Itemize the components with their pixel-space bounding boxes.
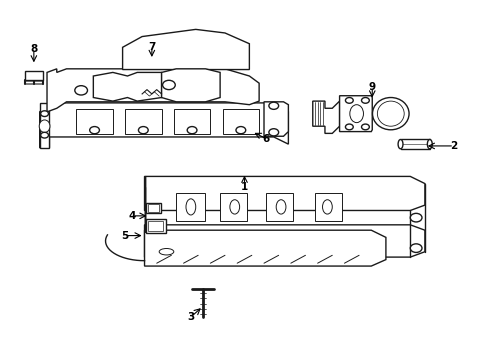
Ellipse shape <box>322 200 331 214</box>
Text: 7: 7 <box>148 42 155 52</box>
Circle shape <box>361 98 368 103</box>
Polygon shape <box>40 103 288 148</box>
Polygon shape <box>144 176 424 211</box>
Polygon shape <box>40 103 49 148</box>
Text: 8: 8 <box>30 44 38 54</box>
Ellipse shape <box>185 199 195 215</box>
Polygon shape <box>122 30 249 69</box>
Polygon shape <box>312 101 339 134</box>
Ellipse shape <box>397 139 402 149</box>
Polygon shape <box>161 69 220 102</box>
Text: 3: 3 <box>187 312 194 322</box>
Ellipse shape <box>39 120 50 132</box>
Text: 5: 5 <box>121 231 128 240</box>
Polygon shape <box>173 109 210 134</box>
Ellipse shape <box>349 105 363 123</box>
Polygon shape <box>125 109 161 134</box>
Bar <box>148 221 163 231</box>
Circle shape <box>345 124 352 130</box>
Circle shape <box>75 86 87 95</box>
Polygon shape <box>47 69 259 112</box>
Circle shape <box>361 124 368 130</box>
Text: 1: 1 <box>241 182 247 192</box>
Ellipse shape <box>159 248 173 255</box>
Text: 4: 4 <box>128 211 136 221</box>
Bar <box>25 71 42 80</box>
Polygon shape <box>144 230 385 266</box>
Polygon shape <box>264 102 288 136</box>
Text: 2: 2 <box>449 141 457 151</box>
Circle shape <box>162 80 175 90</box>
Bar <box>146 203 160 213</box>
Circle shape <box>345 98 352 103</box>
Circle shape <box>236 127 245 134</box>
Polygon shape <box>144 225 424 257</box>
Polygon shape <box>93 72 161 101</box>
Text: 9: 9 <box>368 82 375 92</box>
Polygon shape <box>315 193 341 221</box>
Circle shape <box>268 129 278 136</box>
Circle shape <box>41 132 48 138</box>
Polygon shape <box>222 109 259 134</box>
Circle shape <box>409 213 421 222</box>
Circle shape <box>409 244 421 252</box>
Polygon shape <box>176 193 205 221</box>
Circle shape <box>268 102 278 109</box>
Ellipse shape <box>427 139 431 149</box>
Circle shape <box>89 127 99 134</box>
Ellipse shape <box>276 200 285 214</box>
Ellipse shape <box>229 200 239 214</box>
Polygon shape <box>266 193 293 221</box>
Polygon shape <box>76 109 113 134</box>
Ellipse shape <box>377 101 404 126</box>
Polygon shape <box>339 96 371 132</box>
Text: 6: 6 <box>262 134 269 144</box>
Bar <box>148 204 158 212</box>
Bar <box>146 220 165 233</box>
Ellipse shape <box>372 98 408 130</box>
Polygon shape <box>220 193 246 221</box>
Circle shape <box>41 111 48 117</box>
Circle shape <box>187 127 197 134</box>
Circle shape <box>138 127 148 134</box>
